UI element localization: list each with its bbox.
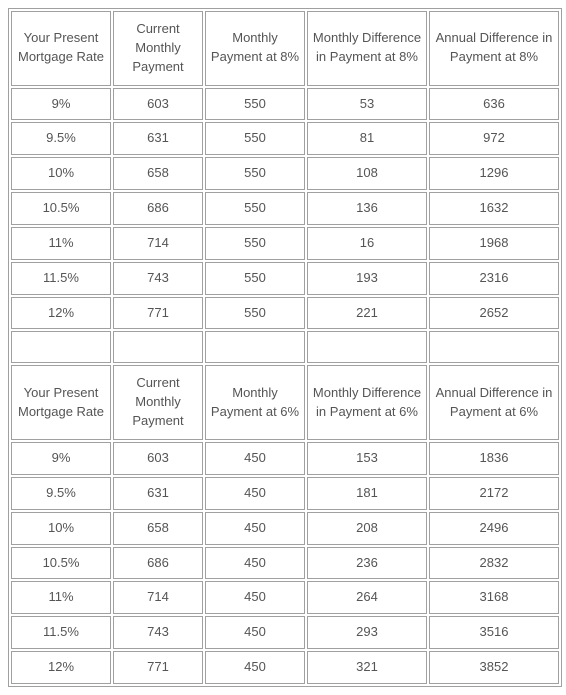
table-row: 9%6034501531836 bbox=[11, 442, 559, 475]
cell: 11% bbox=[11, 227, 111, 260]
cell: 9.5% bbox=[11, 122, 111, 155]
table-row: 11.5%7434502933516 bbox=[11, 616, 559, 649]
col-header: Monthly Difference in Payment at 6% bbox=[307, 365, 427, 440]
col-header: Current Monthly Payment bbox=[113, 11, 203, 86]
cell: 53 bbox=[307, 88, 427, 121]
col-header: Your Present Mortgage Rate bbox=[11, 365, 111, 440]
cell: 10% bbox=[11, 157, 111, 190]
cell: 550 bbox=[205, 192, 305, 225]
cell: 2172 bbox=[429, 477, 559, 510]
cell: 450 bbox=[205, 651, 305, 684]
cell: 3516 bbox=[429, 616, 559, 649]
cell: 3852 bbox=[429, 651, 559, 684]
table-header-row: Your Present Mortgage Rate Current Month… bbox=[11, 11, 559, 86]
cell: 208 bbox=[307, 512, 427, 545]
cell: 450 bbox=[205, 512, 305, 545]
cell: 2832 bbox=[429, 547, 559, 580]
cell: 771 bbox=[113, 297, 203, 330]
cell: 550 bbox=[205, 262, 305, 295]
cell: 11% bbox=[11, 581, 111, 614]
cell: 3168 bbox=[429, 581, 559, 614]
cell: 450 bbox=[205, 442, 305, 475]
table-row: 11.5%7435501932316 bbox=[11, 262, 559, 295]
cell: 9% bbox=[11, 88, 111, 121]
cell: 450 bbox=[205, 616, 305, 649]
table-row: 9%60355053636 bbox=[11, 88, 559, 121]
cell: 771 bbox=[113, 651, 203, 684]
cell: 603 bbox=[113, 442, 203, 475]
table-row: 12%7715502212652 bbox=[11, 297, 559, 330]
cell: 12% bbox=[11, 297, 111, 330]
cell: 10.5% bbox=[11, 547, 111, 580]
cell: 81 bbox=[307, 122, 427, 155]
table-body: Your Present Mortgage Rate Current Month… bbox=[11, 11, 559, 684]
col-header: Monthly Difference in Payment at 8% bbox=[307, 11, 427, 86]
cell: 193 bbox=[307, 262, 427, 295]
cell: 603 bbox=[113, 88, 203, 121]
cell: 181 bbox=[307, 477, 427, 510]
table-row: 12%7714503213852 bbox=[11, 651, 559, 684]
cell: 450 bbox=[205, 477, 305, 510]
cell: 450 bbox=[205, 547, 305, 580]
cell: 321 bbox=[307, 651, 427, 684]
spacer-row bbox=[11, 331, 559, 363]
cell: 550 bbox=[205, 297, 305, 330]
cell: 10% bbox=[11, 512, 111, 545]
table-row: 9.5%6314501812172 bbox=[11, 477, 559, 510]
cell: 11.5% bbox=[11, 262, 111, 295]
cell: 550 bbox=[205, 157, 305, 190]
cell: 631 bbox=[113, 477, 203, 510]
table-row: 10.5%6864502362832 bbox=[11, 547, 559, 580]
cell: 264 bbox=[307, 581, 427, 614]
cell: 550 bbox=[205, 227, 305, 260]
col-header: Monthly Payment at 6% bbox=[205, 365, 305, 440]
cell: 221 bbox=[307, 297, 427, 330]
cell: 293 bbox=[307, 616, 427, 649]
cell: 686 bbox=[113, 192, 203, 225]
cell: 631 bbox=[113, 122, 203, 155]
cell: 1296 bbox=[429, 157, 559, 190]
col-header: Annual Difference in Payment at 8% bbox=[429, 11, 559, 86]
col-header: Annual Difference in Payment at 6% bbox=[429, 365, 559, 440]
cell: 972 bbox=[429, 122, 559, 155]
cell: 9.5% bbox=[11, 477, 111, 510]
cell: 1632 bbox=[429, 192, 559, 225]
cell: 2652 bbox=[429, 297, 559, 330]
cell: 743 bbox=[113, 616, 203, 649]
col-header: Your Present Mortgage Rate bbox=[11, 11, 111, 86]
cell: 658 bbox=[113, 157, 203, 190]
cell: 16 bbox=[307, 227, 427, 260]
table-row: 10%6584502082496 bbox=[11, 512, 559, 545]
cell: 108 bbox=[307, 157, 427, 190]
cell: 153 bbox=[307, 442, 427, 475]
cell: 743 bbox=[113, 262, 203, 295]
col-header: Monthly Payment at 8% bbox=[205, 11, 305, 86]
cell: 1836 bbox=[429, 442, 559, 475]
col-header: Current Monthly Payment bbox=[113, 365, 203, 440]
cell: 2316 bbox=[429, 262, 559, 295]
cell: 2496 bbox=[429, 512, 559, 545]
cell: 11.5% bbox=[11, 616, 111, 649]
cell: 550 bbox=[205, 88, 305, 121]
cell: 12% bbox=[11, 651, 111, 684]
table-row: 9.5%63155081972 bbox=[11, 122, 559, 155]
cell: 714 bbox=[113, 581, 203, 614]
table-header-row: Your Present Mortgage Rate Current Month… bbox=[11, 365, 559, 440]
cell: 686 bbox=[113, 547, 203, 580]
cell: 136 bbox=[307, 192, 427, 225]
mortgage-comparison-table: Your Present Mortgage Rate Current Month… bbox=[8, 8, 562, 687]
table-row: 10.5%6865501361632 bbox=[11, 192, 559, 225]
cell: 9% bbox=[11, 442, 111, 475]
table-row: 10%6585501081296 bbox=[11, 157, 559, 190]
table-row: 11%7144502643168 bbox=[11, 581, 559, 614]
cell: 636 bbox=[429, 88, 559, 121]
cell: 1968 bbox=[429, 227, 559, 260]
cell: 550 bbox=[205, 122, 305, 155]
cell: 658 bbox=[113, 512, 203, 545]
table-row: 11%714550161968 bbox=[11, 227, 559, 260]
cell: 450 bbox=[205, 581, 305, 614]
cell: 236 bbox=[307, 547, 427, 580]
cell: 714 bbox=[113, 227, 203, 260]
cell: 10.5% bbox=[11, 192, 111, 225]
